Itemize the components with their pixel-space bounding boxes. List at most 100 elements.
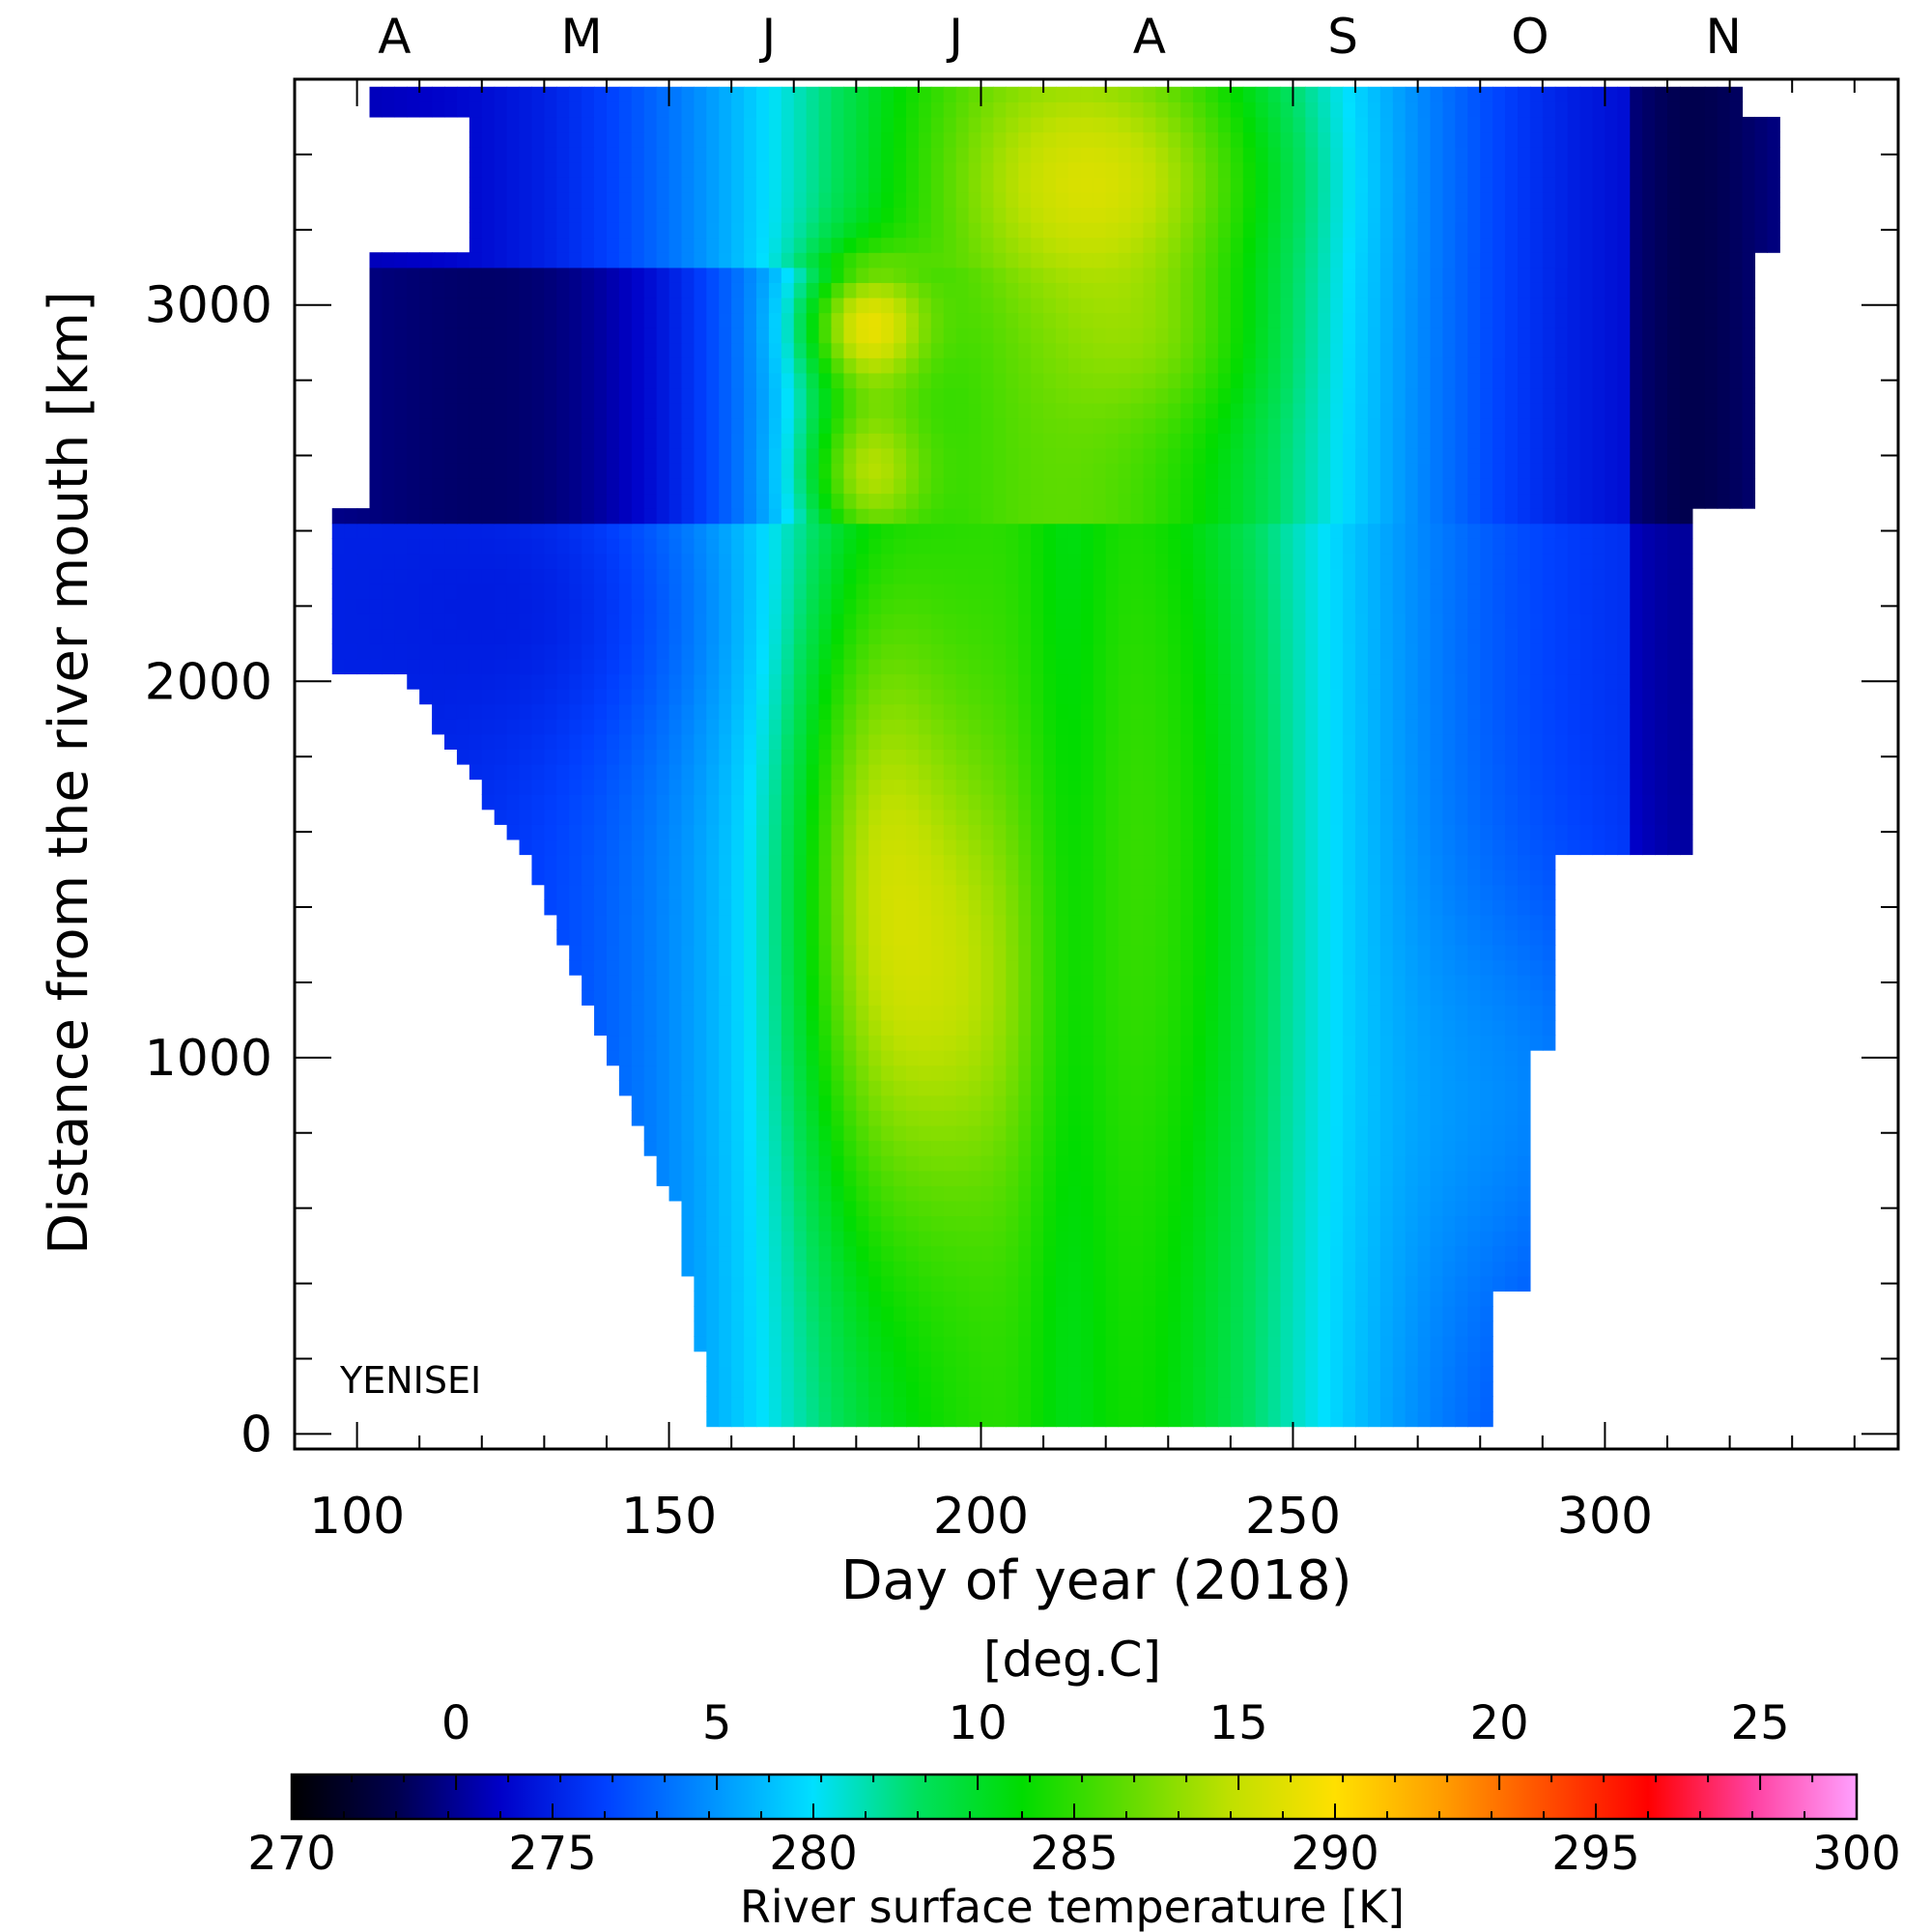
heatmap-cell	[531, 719, 545, 735]
heatmap-cell	[806, 1321, 820, 1337]
heatmap-cell	[606, 703, 620, 720]
heatmap-cell	[1467, 1019, 1481, 1037]
heatmap-cell	[1480, 598, 1493, 614]
heatmap-cell	[894, 1261, 907, 1277]
heatmap-cell	[1355, 838, 1369, 856]
heatmap-cell	[980, 1396, 995, 1412]
heatmap-cell	[569, 809, 582, 825]
heatmap-cell	[1242, 1336, 1257, 1352]
heatmap-cell	[1455, 1005, 1468, 1021]
heatmap-cell	[1230, 809, 1244, 825]
heatmap-cell	[1018, 733, 1032, 751]
heatmap-cell	[1455, 1215, 1468, 1232]
heatmap-cell	[918, 989, 932, 1006]
heatmap-cell	[1617, 568, 1631, 584]
heatmap-cell	[868, 538, 882, 554]
heatmap-cell	[1255, 1380, 1269, 1398]
heatmap-cell	[344, 658, 358, 675]
heatmap-cell	[1155, 658, 1169, 675]
heatmap-cell	[1206, 749, 1219, 765]
heatmap-cell	[1155, 1185, 1169, 1202]
heatmap-cell	[930, 809, 945, 825]
heatmap-cell	[1542, 643, 1556, 660]
heatmap-cell	[1417, 914, 1432, 930]
heatmap-cell	[744, 914, 757, 930]
heatmap-cell	[668, 1110, 683, 1126]
heatmap-cell	[1679, 749, 1693, 765]
heatmap-cell	[1031, 794, 1044, 810]
heatmap-cell	[1168, 1124, 1181, 1142]
heatmap-cell	[1267, 628, 1282, 644]
heatmap-cell	[993, 899, 1007, 916]
heatmap-cell	[781, 598, 795, 614]
heatmap-cell	[1280, 1380, 1294, 1398]
heatmap-cell	[706, 568, 720, 584]
heatmap-cell	[744, 598, 757, 614]
heatmap-cell	[594, 673, 608, 690]
heatmap-cell	[1093, 583, 1107, 600]
heatmap-cell	[930, 1321, 945, 1337]
heatmap-cell	[1206, 1005, 1219, 1021]
heatmap-cell	[1343, 643, 1356, 660]
heatmap-cell	[1630, 598, 1643, 614]
heatmap-cell	[556, 598, 570, 614]
heatmap-cell	[1230, 824, 1244, 840]
heatmap-cell	[1442, 914, 1456, 930]
heatmap-cell	[631, 1050, 645, 1066]
heatmap-cell	[1155, 1124, 1169, 1142]
heatmap-cell	[1118, 749, 1132, 765]
heatmap-cell	[781, 1305, 795, 1322]
heatmap-cell	[1180, 1245, 1194, 1262]
heatmap-cell	[918, 959, 932, 976]
heatmap-cell	[1542, 719, 1556, 735]
heatmap-cell	[1430, 1215, 1444, 1232]
heatmap-cell	[1442, 944, 1456, 961]
heatmap-cell	[1667, 613, 1681, 630]
heatmap-cell	[1093, 1200, 1107, 1217]
heatmap-cell	[1430, 1366, 1444, 1382]
heatmap-cell	[1168, 523, 1181, 539]
heatmap-cell	[1130, 568, 1145, 584]
heatmap-cell	[881, 719, 895, 735]
heatmap-cell	[1018, 658, 1032, 675]
heatmap-cell	[781, 1231, 795, 1247]
heatmap-cell	[1255, 1305, 1269, 1322]
heatmap-cell	[793, 553, 808, 570]
heatmap-cell	[731, 553, 745, 570]
heatmap-cell	[1542, 944, 1556, 961]
heatmap-cell	[843, 1291, 857, 1307]
heatmap-cell	[1579, 764, 1594, 781]
heatmap-cell	[1529, 838, 1544, 856]
heatmap-cell	[744, 1275, 757, 1292]
heatmap-cell	[1031, 553, 1044, 570]
heatmap-cell	[1242, 1050, 1257, 1066]
heatmap-cell	[1217, 1305, 1232, 1322]
heatmap-cell	[1505, 914, 1519, 930]
heatmap-cell	[1180, 1155, 1194, 1172]
heatmap-cell	[631, 689, 645, 705]
heatmap-cell	[868, 658, 882, 675]
heatmap-cell	[594, 914, 608, 930]
heatmap-cell	[1293, 1366, 1306, 1382]
heatmap-cell	[1480, 1035, 1493, 1051]
heatmap-cell	[1206, 854, 1219, 870]
heatmap-cell	[606, 764, 620, 781]
heatmap-cell	[1242, 1411, 1257, 1428]
heatmap-cell	[1554, 568, 1569, 584]
heatmap-cell	[1180, 1291, 1194, 1307]
heatmap-cell	[1318, 1350, 1331, 1367]
heatmap-cell	[656, 1065, 670, 1081]
heatmap-cell	[744, 703, 757, 720]
heatmap-cell	[1305, 719, 1319, 735]
heatmap-cell	[1467, 703, 1481, 720]
heatmap-cell	[1168, 1200, 1181, 1217]
heatmap-cell	[1242, 1019, 1257, 1037]
heatmap-cell	[1093, 568, 1107, 584]
heatmap-cell	[831, 824, 845, 840]
heatmap-cell	[1442, 1411, 1456, 1428]
heatmap-cell	[993, 643, 1007, 660]
heatmap-cell	[831, 1305, 845, 1322]
heatmap-cell	[993, 975, 1007, 991]
heatmap-cell	[1031, 1140, 1044, 1156]
heatmap-cell	[1018, 523, 1032, 539]
